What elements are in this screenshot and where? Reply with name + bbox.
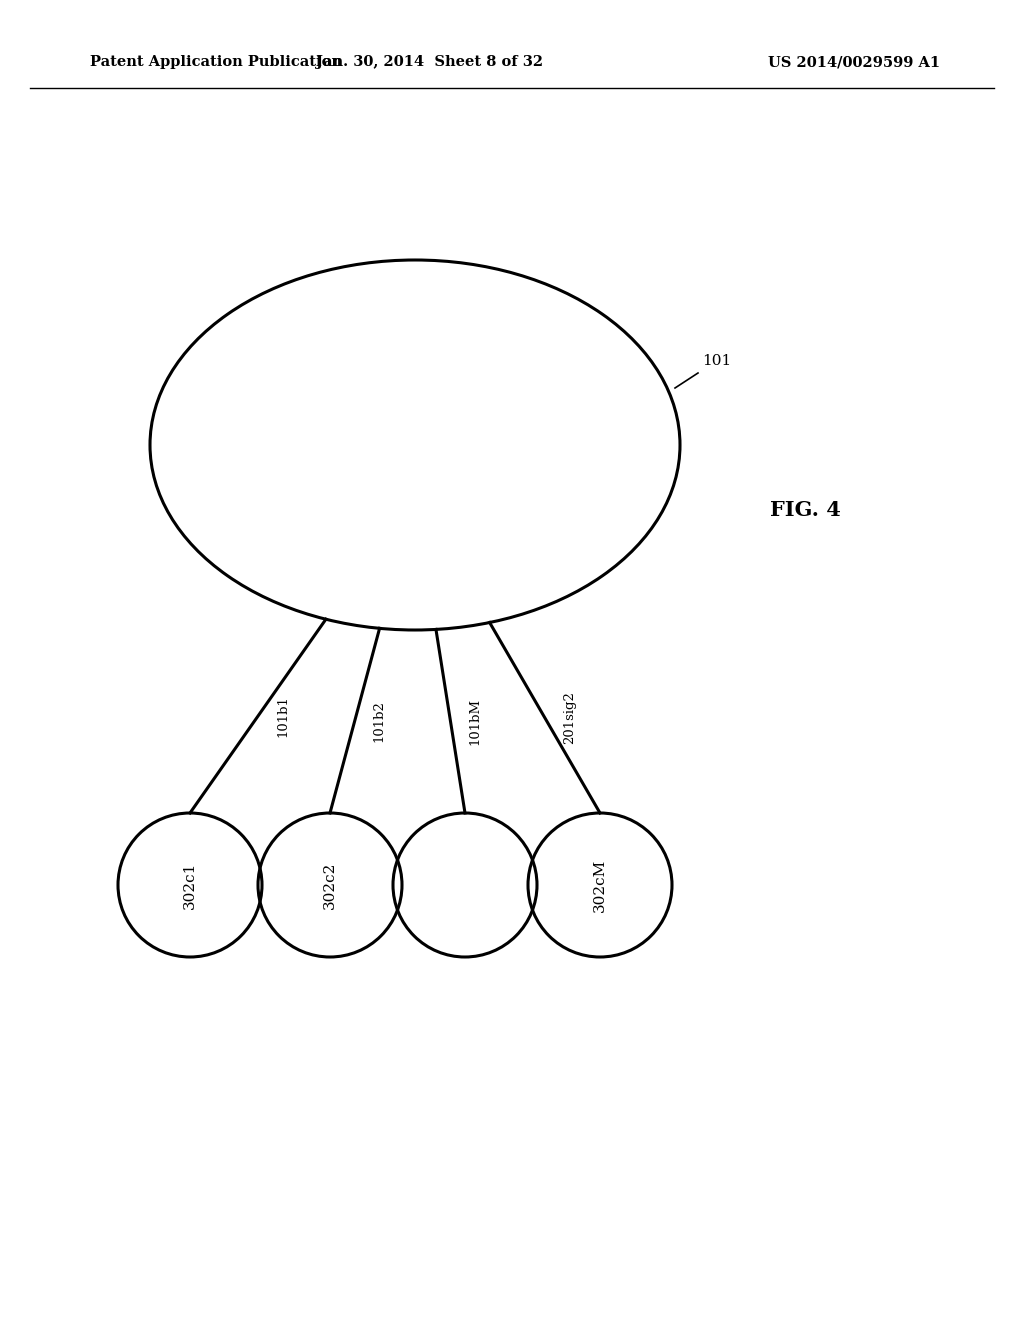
Text: US 2014/0029599 A1: US 2014/0029599 A1 <box>768 55 940 69</box>
Text: 201sig2: 201sig2 <box>563 692 575 744</box>
Text: 101b2: 101b2 <box>373 700 386 742</box>
Text: 101b1: 101b1 <box>275 696 289 737</box>
Text: 101bM: 101bM <box>468 698 481 744</box>
Text: Jan. 30, 2014  Sheet 8 of 32: Jan. 30, 2014 Sheet 8 of 32 <box>316 55 544 69</box>
Text: Patent Application Publication: Patent Application Publication <box>90 55 342 69</box>
Text: 302cM: 302cM <box>593 858 607 912</box>
Text: 101: 101 <box>702 354 731 368</box>
Text: 302c2: 302c2 <box>323 862 337 908</box>
Text: 302c1: 302c1 <box>183 862 197 908</box>
Text: FIG. 4: FIG. 4 <box>770 500 841 520</box>
